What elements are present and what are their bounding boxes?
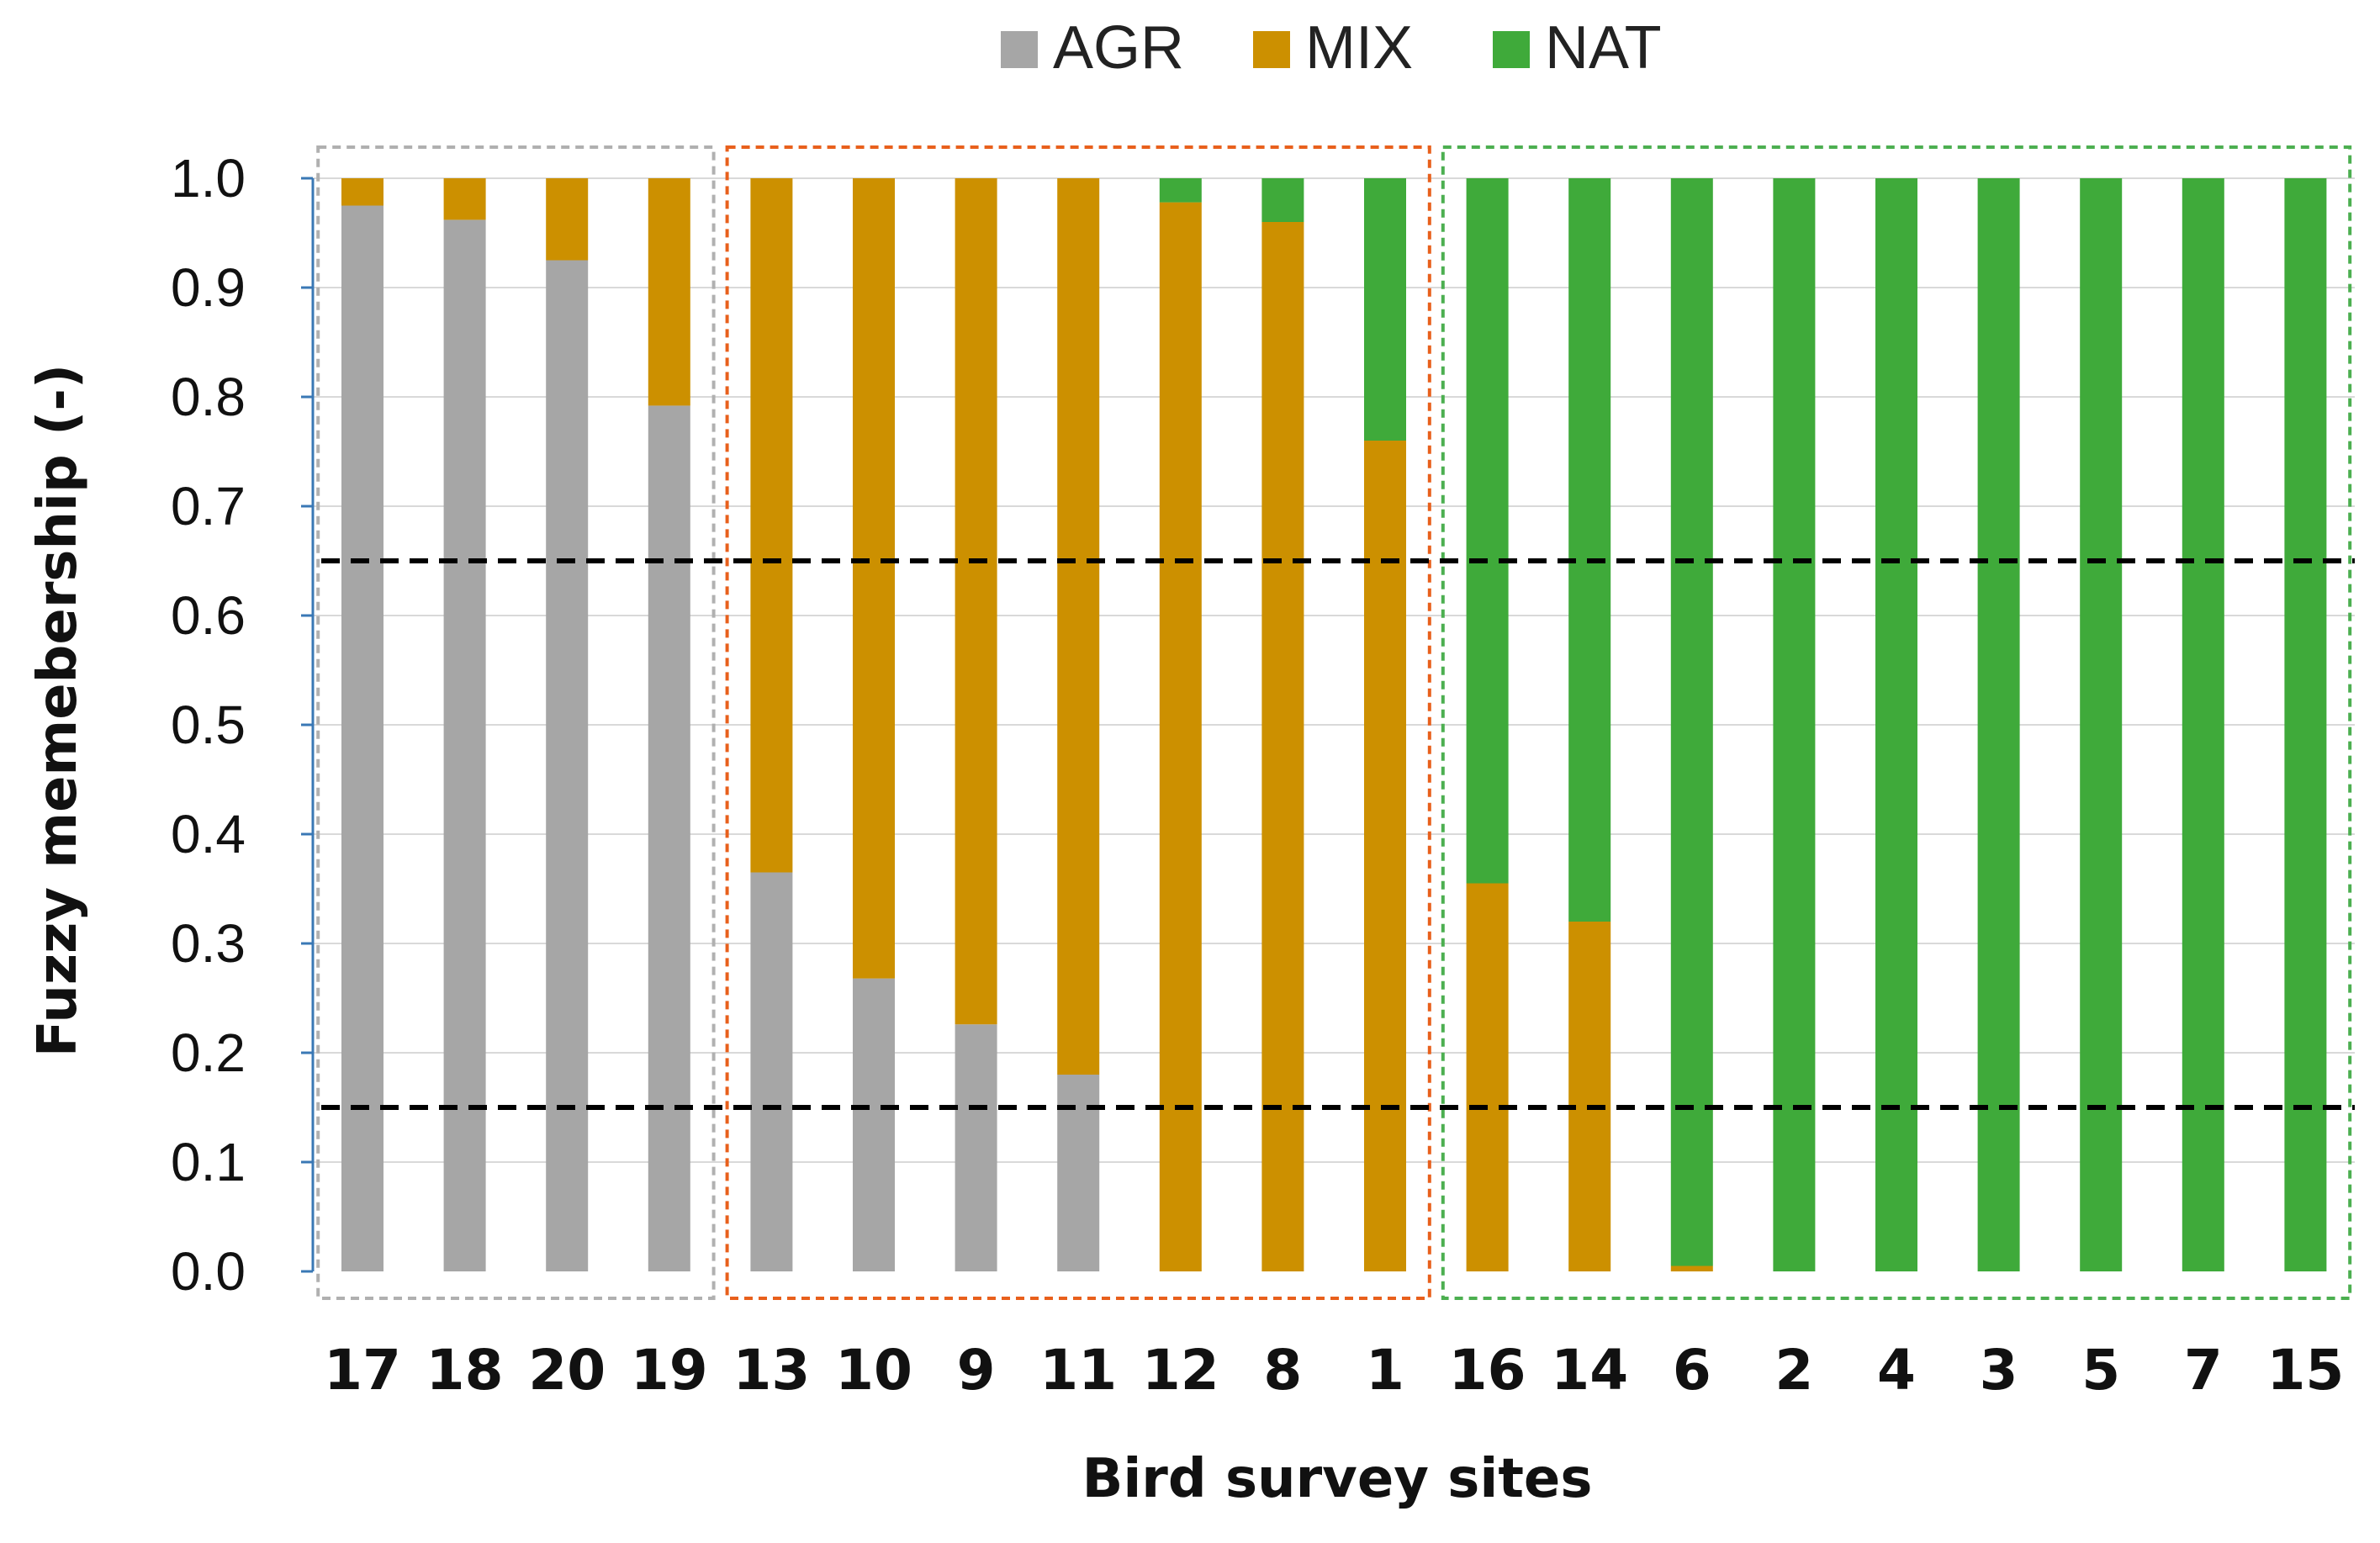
y-tick-label: 0.8 xyxy=(171,367,246,427)
y-tick-label: 0.6 xyxy=(171,585,246,646)
bar-segment-nat xyxy=(1364,178,1406,441)
legend-label-nat: NAT xyxy=(1545,14,1662,82)
bar-segment-mix xyxy=(1057,178,1100,1075)
legend-swatch-nat xyxy=(1493,31,1530,68)
group-boxes xyxy=(316,145,2352,1300)
y-tick-label: 0.7 xyxy=(171,476,246,536)
x-tick-label: 5 xyxy=(2081,1338,2120,1403)
x-tick-label: 4 xyxy=(1877,1338,1916,1403)
x-tick-label: 15 xyxy=(2266,1338,2344,1403)
bar-segment-nat xyxy=(1568,178,1611,922)
x-tick-label: 11 xyxy=(1039,1338,1117,1403)
x-tick-label: 9 xyxy=(957,1338,996,1403)
bar-segment-nat xyxy=(1159,178,1202,203)
x-tick-label: 14 xyxy=(1551,1338,1628,1403)
bar-segment-nat xyxy=(1466,178,1509,884)
x-tick-label: 3 xyxy=(1980,1338,2018,1403)
bar-segment-mix xyxy=(1261,222,1304,1271)
x-tick-label: 6 xyxy=(1673,1338,1711,1403)
bar-segment-nat xyxy=(1875,178,1917,1271)
x-tick-label: 16 xyxy=(1449,1338,1526,1403)
bar-segment-agr xyxy=(955,1024,997,1271)
bar-segment-mix xyxy=(750,178,793,873)
y-tick-label: 0.3 xyxy=(171,913,246,974)
bar-segment-agr xyxy=(750,872,793,1271)
y-tick-label: 0.2 xyxy=(171,1023,246,1083)
y-tick-label: 1.0 xyxy=(171,148,246,209)
x-axis-title: Bird survey sites xyxy=(1082,1448,1593,1510)
gridlines xyxy=(313,177,2355,1163)
bar-segment-mix xyxy=(1159,202,1202,1272)
x-tick-label: 20 xyxy=(528,1338,606,1403)
x-tick-labels: 17 18 20 19 13 10 9 11 12 8 1 16 14 6 2 4 3 5 7 15 xyxy=(324,1338,2344,1403)
bar-segment-mix xyxy=(1466,883,1509,1271)
x-tick-label: 8 xyxy=(1263,1338,1302,1403)
x-tick-label: 2 xyxy=(1774,1338,1813,1403)
bar-segment-agr xyxy=(1057,1075,1100,1271)
legend-label-mix: MIX xyxy=(1305,14,1413,82)
bar-segment-agr xyxy=(853,978,895,1271)
y-axis xyxy=(301,177,315,1273)
x-tick-label: 17 xyxy=(324,1338,401,1403)
group-box xyxy=(725,145,1431,1300)
bar-segment-nat xyxy=(1977,178,2020,1271)
bar-segment-nat xyxy=(2284,178,2327,1271)
legend-swatch-mix xyxy=(1253,31,1290,68)
y-tick-label: 0.9 xyxy=(171,257,246,318)
bar-segment-nat xyxy=(1773,178,1816,1271)
bar-segment-mix xyxy=(1670,1266,1713,1271)
x-tick-label: 1 xyxy=(1366,1338,1404,1403)
threshold-lines xyxy=(321,558,2355,1110)
bar-segment-mix xyxy=(1364,441,1406,1271)
bar-segment-agr xyxy=(546,260,589,1271)
y-axis-title: Fuzzy memebership (-) xyxy=(27,364,89,1057)
x-tick-label: 10 xyxy=(835,1338,912,1403)
y-tick-label: 0.5 xyxy=(171,695,246,755)
bar-segment-nat xyxy=(1670,178,1713,1266)
group-box xyxy=(316,145,716,1300)
x-tick-label: 12 xyxy=(1142,1338,1219,1403)
x-tick-label: 13 xyxy=(733,1338,810,1403)
x-tick-label: 18 xyxy=(426,1338,504,1403)
bar-segment-mix xyxy=(443,178,486,220)
bar-segment-agr xyxy=(443,219,486,1271)
legend: AGR MIX NAT xyxy=(1001,14,1662,82)
bar-segment-agr xyxy=(341,205,383,1271)
bar-segment-mix xyxy=(1568,922,1611,1271)
y-tick-label: 0.1 xyxy=(171,1132,246,1192)
y-tick-labels: 0.0 0.1 0.2 0.3 0.4 0.5 0.6 0.7 0.8 0.9 1.0 xyxy=(171,148,246,1302)
bar-segment-agr xyxy=(648,405,690,1271)
x-tick-label: 19 xyxy=(631,1338,708,1403)
bar-segment-mix xyxy=(546,178,589,261)
bar-segment-nat xyxy=(1261,178,1304,222)
bar-segment-mix xyxy=(341,178,383,206)
x-tick-label: 7 xyxy=(2184,1338,2223,1403)
bar-segment-nat xyxy=(2080,178,2123,1271)
bars xyxy=(341,178,2327,1272)
legend-swatch-agr xyxy=(1001,31,1038,68)
y-tick-label: 0.0 xyxy=(171,1241,246,1302)
legend-label-agr: AGR xyxy=(1053,14,1184,82)
y-tick-label: 0.4 xyxy=(171,804,246,864)
bar-segment-mix xyxy=(853,178,895,979)
bar-segment-nat xyxy=(2182,178,2224,1271)
bar-segment-mix xyxy=(955,178,997,1025)
bar-segment-mix xyxy=(648,178,690,406)
